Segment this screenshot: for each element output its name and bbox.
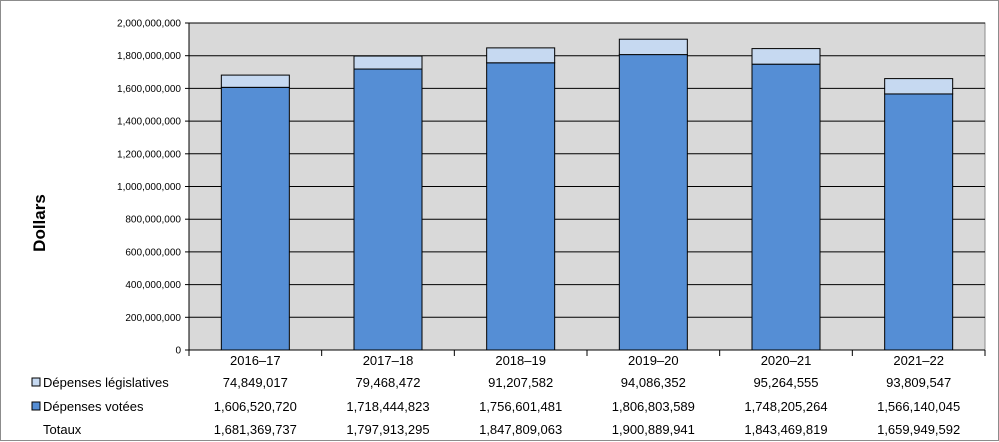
table-cell: 1,659,949,592 (877, 422, 960, 437)
bar-legislatives (353, 55, 423, 70)
bar-votees (220, 86, 290, 351)
y-tick-label: 1,200,000,000 (117, 149, 181, 160)
table-row-legislatives: Dépenses législatives 74,849,017 79,468,47… (31, 375, 951, 390)
y-axis-label: Dollars (30, 194, 49, 252)
y-tick-label: 2,000,000,000 (117, 19, 181, 30)
table-row-votees: Dépenses votées 1,606,520,720 1,718,444,82… (31, 399, 960, 414)
table-cell: 91,207,582 (488, 375, 553, 390)
y-tick-label: 1,600,000,000 (117, 84, 181, 95)
y-tick-label: 1,000,000,000 (117, 182, 181, 193)
bar-votees (884, 93, 954, 351)
category-label: 2019–20 (628, 353, 679, 368)
table-cell: 93,809,547 (886, 375, 951, 390)
y-tick-label: 1,400,000,000 (117, 117, 181, 128)
table-cell: 1,843,469,819 (744, 422, 827, 437)
bar-votees (751, 63, 821, 351)
data-table: Dépenses législatives 74,849,017 79,468,47… (31, 375, 960, 437)
table-cell: 1,748,205,264 (744, 399, 827, 414)
table-cell: 94,086,352 (621, 375, 686, 390)
table-cell: 1,681,369,737 (214, 422, 297, 437)
table-cell: 1,847,809,063 (479, 422, 562, 437)
table-cell: 1,756,601,481 (479, 399, 562, 414)
category-label: 2017–18 (363, 353, 414, 368)
category-label: 2016–17 (230, 353, 281, 368)
bar-votees (353, 68, 423, 351)
legend-label: Dépenses législatives (43, 375, 169, 390)
category-label: 2018–19 (495, 353, 546, 368)
y-tick-label: 400,000,000 (125, 280, 181, 291)
y-tick-label: 600,000,000 (125, 247, 181, 258)
table-cell: 1,566,140,045 (877, 399, 960, 414)
table-cell: 1,606,520,720 (214, 399, 297, 414)
y-tick-label: 1,800,000,000 (117, 51, 181, 62)
table-row-totaux: Totaux 1,681,369,737 1,797,913,295 1,847,80… (43, 422, 960, 437)
bar-legislatives (884, 78, 954, 95)
table-cell: 1,718,444,823 (346, 399, 429, 414)
bar-legislatives (751, 48, 821, 65)
legend-swatch (31, 401, 41, 411)
category-label: 2020–21 (761, 353, 812, 368)
bar-legislatives (220, 74, 290, 88)
bar-votees (618, 54, 688, 351)
bar-legislatives (486, 47, 556, 64)
y-tick-label: 800,000,000 (125, 215, 181, 226)
table-cell: 1,806,803,589 (612, 399, 695, 414)
y-tick-label: 200,000,000 (125, 313, 181, 324)
legend-label: Totaux (43, 422, 82, 437)
plot-area: 0 200,000,000 400,000,000 600,000,000 800,00… (117, 19, 986, 368)
legend-swatch (31, 377, 41, 387)
legend-label: Dépenses votées (43, 399, 144, 414)
table-cell: 95,264,555 (753, 375, 818, 390)
table-cell: 1,797,913,295 (346, 422, 429, 437)
bar-votees (486, 62, 556, 351)
bar-legislatives (618, 38, 688, 56)
table-cell: 1,900,889,941 (612, 422, 695, 437)
table-cell: 79,468,472 (355, 375, 420, 390)
y-tick-label: 0 (175, 346, 181, 357)
table-cell: 74,849,017 (223, 375, 288, 390)
category-label: 2021–22 (893, 353, 944, 368)
